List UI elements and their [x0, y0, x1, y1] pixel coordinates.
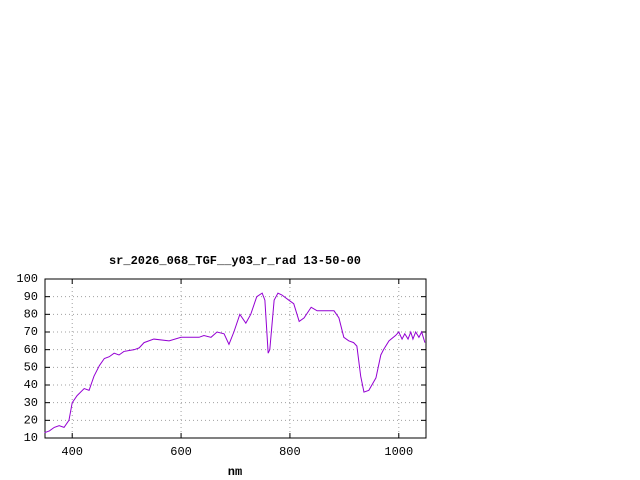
chart-title: sr_2026_068_TGF__y03_r_rad 13-50-00: [109, 254, 361, 268]
y-tick-label: 90: [24, 290, 38, 304]
plot-border: [44, 278, 427, 439]
x-tick-label: 800: [279, 445, 301, 459]
data-line: [44, 292, 426, 434]
y-tick-label: 30: [24, 396, 38, 410]
y-tick-label: 70: [24, 325, 38, 339]
x-tick-label: 400: [61, 445, 83, 459]
x-tick-label: 1000: [384, 445, 413, 459]
y-tick-label: 50: [24, 361, 38, 375]
y-tick-label: 100: [16, 272, 38, 286]
y-tick-label: 20: [24, 414, 38, 428]
x-axis-label: nm: [228, 465, 242, 479]
y-tick-label: 60: [24, 343, 38, 357]
y-tick-label: 40: [24, 378, 38, 392]
y-tick-label: 10: [24, 431, 38, 445]
x-tick-label: 600: [170, 445, 192, 459]
y-tick-label: 80: [24, 308, 38, 322]
